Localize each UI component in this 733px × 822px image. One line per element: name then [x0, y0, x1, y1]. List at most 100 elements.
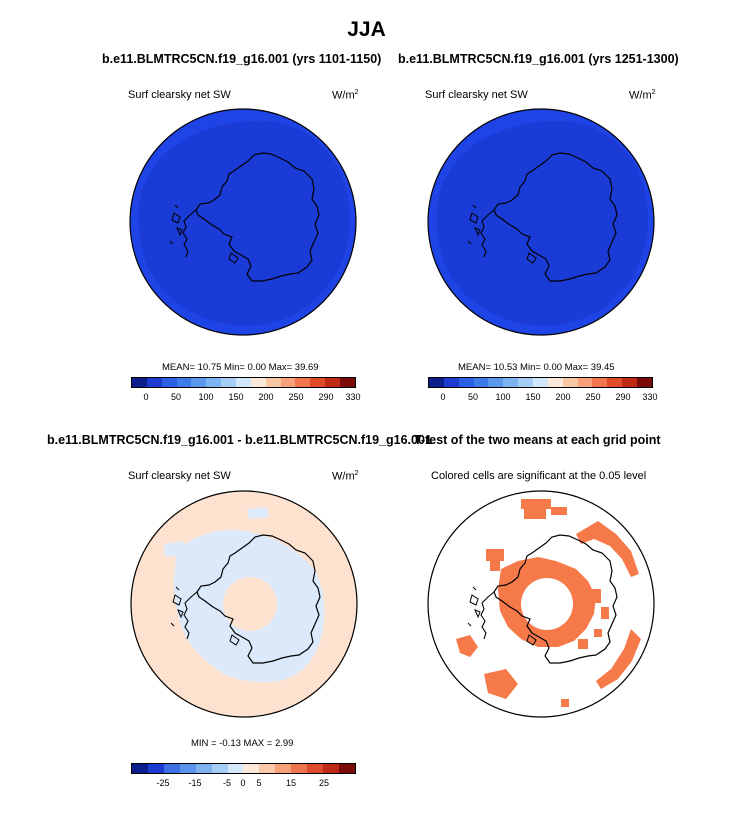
panel-1-map-border: [129, 108, 357, 336]
colorbar-tick: -25: [156, 778, 170, 788]
panel-2-inner-field: [436, 120, 649, 326]
panel-3-colorbar-swatch-7: [243, 764, 260, 773]
significant-cell: [601, 607, 609, 619]
colorbar-tick: 50: [170, 392, 181, 402]
panel-3-map-border: [130, 490, 358, 718]
panel-3-units-label: W/m2: [332, 470, 359, 483]
panel-1-colorbar-swatch-11: [295, 378, 311, 387]
significant-cell: [561, 699, 569, 707]
panel-1-colorbar-swatch-13: [325, 378, 341, 387]
significant-cell: [524, 509, 546, 519]
panel-1-title: b.e11.BLMTRC5CN.f19_g16.001 (yrs 1101-11…: [102, 52, 382, 66]
significant-cell: [578, 639, 588, 649]
significant-cell: [591, 589, 601, 603]
colorbar-tick: 200: [555, 392, 571, 402]
colorbar-tick: 5: [256, 778, 262, 788]
significant-cell: [594, 629, 602, 637]
panel-3-colorbar: [131, 763, 356, 774]
panel-2-stats: MEAN= 10.53 Min= 0.00 Max= 39.45: [458, 362, 615, 373]
colorbar-tick: 200: [258, 392, 274, 402]
significant-cell: [484, 669, 518, 699]
panel-2-colorbar-swatch-12: [607, 378, 623, 387]
panel-1-colorbar-swatch-9: [265, 378, 281, 387]
colorbar-tick: 330: [345, 392, 361, 402]
panel-1-colorbar-swatch-1: [146, 378, 162, 387]
panel-3-colorbar-swatch-3: [179, 764, 196, 773]
panel-3-polar-cap: [223, 577, 277, 631]
significant-cell: [498, 557, 596, 647]
panel-3-colorbar-swatch-9: [275, 764, 292, 773]
colorbar-tick: 290: [318, 392, 334, 402]
colorbar-tick: 0: [240, 778, 246, 788]
colorbar-tick: 0: [143, 392, 149, 402]
panel-2-colorbar-swatch-10: [577, 378, 593, 387]
panel-2-units-label: W/m2: [629, 89, 656, 102]
panel-4-note: Colored cells are significant at the 0.0…: [431, 470, 647, 482]
panel-2-colorbar-swatch-7: [533, 378, 548, 387]
panel-1-colorbar-swatch-12: [310, 378, 326, 387]
panel-2-colorbar-swatch-2: [458, 378, 474, 387]
panel-3-colorbar-swatch-8: [259, 764, 276, 773]
panel-2-colorbar-swatch-13: [622, 378, 638, 387]
colorbar-tick: 50: [467, 392, 478, 402]
panel-4-title: T-test of the two means at each grid poi…: [414, 433, 661, 447]
significant-cell: [576, 521, 639, 577]
panel-1-polar-map: [129, 108, 357, 336]
panel-3-colorbar-swatch-6: [227, 764, 244, 773]
panel-3-colorbar-ticks: -25 -15 -5 0 5 15 25: [131, 778, 356, 792]
significant-cell: [490, 561, 500, 571]
panel-1-colorbar-swatch-14: [340, 378, 355, 387]
panel-2-colorbar-swatch-6: [518, 378, 534, 387]
panel-3-colorbar-swatch-0: [132, 764, 148, 773]
panel-1-colorbar-ticks: 0 50 100 150 200 250 290 330: [131, 392, 360, 406]
panel-3-colorbar-swatch-13: [338, 764, 355, 773]
significant-cell: [551, 507, 567, 515]
significant-cell: [486, 549, 504, 561]
colorbar-tick: 100: [495, 392, 511, 402]
panel-3-colorbar-swatch-10: [291, 764, 308, 773]
panel-3-stats: MIN = -0.13 MAX = 2.99: [191, 738, 294, 749]
panel-3-colorbar-swatch-2: [163, 764, 180, 773]
panel-2-colorbar-swatch-4: [488, 378, 504, 387]
panel-2-variable-label: Surf clearsky net SW: [425, 89, 528, 101]
panel-3-colorbar-swatch-12: [323, 764, 339, 773]
panel-3-colorbar-swatch-11: [307, 764, 324, 773]
panel-1-colorbar-swatch-2: [161, 378, 177, 387]
panel-1-inner-field: [138, 120, 351, 326]
colorbar-tick: 290: [615, 392, 631, 402]
panel-4-map-border: [427, 490, 655, 718]
panel-1-colorbar-swatch-7: [236, 378, 251, 387]
colorbar-tick: 25: [318, 778, 329, 788]
panel-2-colorbar-ticks: 0 50 100 150 200 250 290 330: [428, 392, 657, 406]
panel-2-title: b.e11.BLMTRC5CN.f19_g16.001 (yrs 1251-13…: [398, 52, 679, 66]
colorbar-tick: 250: [585, 392, 601, 402]
panel-1-stats: MEAN= 10.75 Min= 0.00 Max= 39.69: [162, 362, 319, 373]
panel-2-colorbar-swatch-5: [503, 378, 519, 387]
panel-4-background: [428, 491, 654, 717]
panel-2-colorbar-swatch-8: [547, 378, 563, 387]
significant-cell: [456, 635, 478, 657]
colorbar-tick: 0: [440, 392, 446, 402]
colorbar-tick: 15: [285, 778, 296, 788]
panel-1-colorbar-swatch-0: [132, 378, 147, 387]
panel-3-colorbar-swatch-5: [211, 764, 228, 773]
panel-1-variable-label: Surf clearsky net SW: [128, 89, 231, 101]
colorbar-tick: 250: [288, 392, 304, 402]
significant-cell: [521, 499, 551, 509]
panel-2-colorbar-swatch-1: [443, 378, 459, 387]
panel-1-units-label: W/m2: [332, 89, 359, 102]
colorbar-tick: 150: [525, 392, 541, 402]
panel-1-colorbar: [131, 377, 356, 388]
panel-2-colorbar-swatch-11: [592, 378, 608, 387]
colorbar-tick: -15: [188, 778, 202, 788]
panel-3-polar-map: [130, 490, 358, 718]
colorbar-tick: 150: [228, 392, 244, 402]
panel-1-colorbar-swatch-8: [250, 378, 266, 387]
panel-1-colorbar-swatch-3: [176, 378, 192, 387]
panel-4-significant-cells: [456, 499, 641, 707]
colorbar-tick: 330: [642, 392, 658, 402]
colorbar-tick: -5: [222, 778, 231, 788]
panel-2-colorbar: [428, 377, 653, 388]
panel-2-map-border: [427, 108, 655, 336]
panel-1-colorbar-swatch-6: [221, 378, 237, 387]
